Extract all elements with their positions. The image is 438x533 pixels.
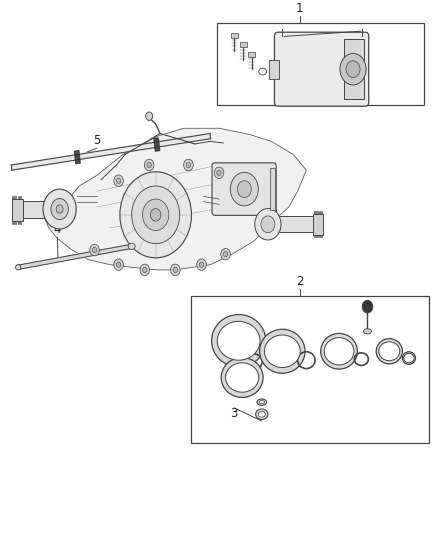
FancyBboxPatch shape — [275, 32, 369, 106]
Ellipse shape — [217, 321, 260, 360]
Circle shape — [145, 159, 154, 171]
Circle shape — [92, 247, 97, 253]
Text: 2: 2 — [296, 275, 304, 288]
Circle shape — [362, 301, 373, 313]
Bar — [217, 23, 424, 104]
Circle shape — [197, 259, 206, 270]
Circle shape — [117, 178, 121, 183]
Circle shape — [255, 208, 281, 240]
Bar — [248, 52, 255, 57]
Ellipse shape — [221, 358, 263, 398]
Circle shape — [114, 259, 124, 270]
Ellipse shape — [324, 337, 354, 365]
Circle shape — [199, 262, 204, 267]
Ellipse shape — [212, 314, 266, 367]
Circle shape — [214, 167, 224, 179]
Bar — [191, 296, 428, 443]
Ellipse shape — [376, 338, 403, 364]
Ellipse shape — [15, 265, 21, 270]
Circle shape — [90, 244, 99, 256]
Bar — [313, 214, 323, 235]
Circle shape — [340, 53, 366, 85]
Circle shape — [261, 216, 275, 233]
Circle shape — [132, 186, 180, 244]
Bar — [270, 168, 275, 210]
Circle shape — [184, 159, 193, 171]
Ellipse shape — [258, 411, 265, 417]
Polygon shape — [44, 128, 306, 270]
Circle shape — [217, 170, 221, 175]
Ellipse shape — [379, 342, 400, 361]
Bar — [231, 33, 238, 38]
Ellipse shape — [226, 363, 259, 392]
Polygon shape — [18, 244, 132, 269]
Bar — [344, 39, 364, 99]
Text: 3: 3 — [230, 407, 238, 421]
Circle shape — [143, 199, 169, 231]
Ellipse shape — [256, 409, 268, 419]
Ellipse shape — [364, 329, 371, 334]
Circle shape — [173, 267, 177, 272]
FancyBboxPatch shape — [212, 163, 276, 215]
Circle shape — [51, 199, 68, 220]
Circle shape — [56, 205, 63, 213]
Ellipse shape — [321, 334, 357, 369]
Bar — [269, 60, 279, 79]
Ellipse shape — [259, 401, 265, 403]
Circle shape — [186, 163, 191, 167]
Text: 5: 5 — [93, 134, 100, 147]
Bar — [18, 201, 60, 219]
Circle shape — [140, 264, 150, 276]
Ellipse shape — [403, 352, 416, 365]
Circle shape — [43, 189, 76, 229]
Ellipse shape — [257, 399, 267, 405]
Circle shape — [221, 248, 230, 260]
Circle shape — [146, 112, 152, 120]
Ellipse shape — [260, 329, 305, 373]
Bar — [272, 216, 315, 232]
Circle shape — [117, 262, 121, 267]
Ellipse shape — [128, 243, 135, 249]
Circle shape — [120, 172, 191, 258]
Polygon shape — [74, 151, 80, 164]
Ellipse shape — [265, 335, 300, 368]
Polygon shape — [11, 133, 211, 170]
Bar — [12, 199, 22, 221]
Circle shape — [346, 61, 360, 78]
Circle shape — [150, 208, 161, 221]
Circle shape — [114, 175, 124, 187]
Text: 1: 1 — [296, 3, 304, 15]
Circle shape — [143, 267, 147, 272]
Circle shape — [237, 181, 251, 198]
Bar — [240, 42, 247, 47]
Text: 4: 4 — [54, 223, 61, 236]
Circle shape — [147, 163, 151, 167]
Circle shape — [223, 252, 228, 257]
Circle shape — [230, 172, 258, 206]
Polygon shape — [154, 138, 160, 151]
Circle shape — [170, 264, 180, 276]
Ellipse shape — [404, 353, 414, 363]
